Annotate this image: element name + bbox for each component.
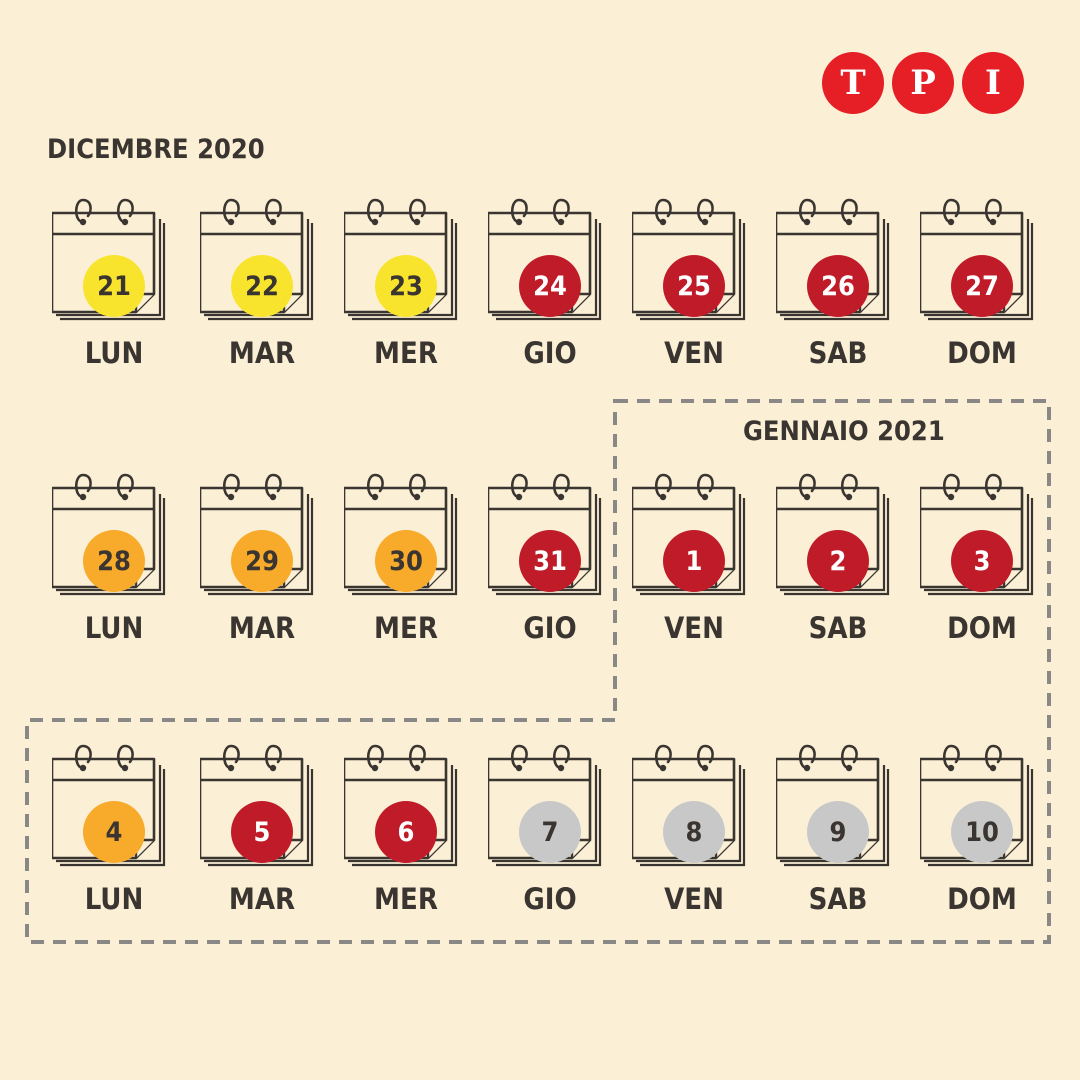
day-number: 2 — [807, 530, 869, 592]
weekday-label: DOM — [947, 882, 1017, 916]
weekday-label: MER — [374, 882, 438, 916]
weekday-label: LUN — [84, 882, 144, 916]
calendar-day: 21 LUN — [52, 196, 176, 386]
weekday-label: SAB — [808, 611, 868, 645]
calendar-day: 29 MAR — [200, 471, 324, 661]
weekday-label: GIO — [523, 882, 577, 916]
weekday-label: GIO — [523, 336, 577, 370]
day-number: 26 — [807, 255, 869, 317]
day-number: 4 — [83, 801, 145, 863]
weekday-label: MAR — [228, 336, 296, 370]
day-number: 1 — [663, 530, 725, 592]
calendar-day: 22 MAR — [200, 196, 324, 386]
weekday-label: VEN — [664, 336, 724, 370]
month-title-december: DICEMBRE 2020 — [47, 134, 265, 165]
calendar-day: 6 MER — [344, 742, 468, 932]
calendar-day: 3 DOM — [920, 471, 1044, 661]
weekday-label: LUN — [84, 336, 144, 370]
day-number: 24 — [519, 255, 581, 317]
logo-letter-i: I — [962, 52, 1024, 114]
calendar-day: 4 LUN — [52, 742, 176, 932]
day-number: 27 — [951, 255, 1013, 317]
day-number: 30 — [375, 530, 437, 592]
weekday-label: MAR — [228, 882, 296, 916]
day-number: 5 — [231, 801, 293, 863]
weekday-label: MAR — [228, 611, 296, 645]
day-number: 25 — [663, 255, 725, 317]
calendar-day: 26 SAB — [776, 196, 900, 386]
day-number: 9 — [807, 801, 869, 863]
calendar-day: 9 SAB — [776, 742, 900, 932]
calendar-day: 5 MAR — [200, 742, 324, 932]
weekday-label: DOM — [947, 611, 1017, 645]
weekday-label: VEN — [664, 611, 724, 645]
day-number: 23 — [375, 255, 437, 317]
weekday-label: MER — [374, 611, 438, 645]
weekday-label: MER — [374, 336, 438, 370]
weekday-label: VEN — [664, 882, 724, 916]
day-number: 21 — [83, 255, 145, 317]
calendar-day: 10 DOM — [920, 742, 1044, 932]
calendar-day: 1 VEN — [632, 471, 756, 661]
calendar-day: 31 GIO — [488, 471, 612, 661]
weekday-label: SAB — [808, 336, 868, 370]
month-title-january: GENNAIO 2021 — [743, 416, 945, 447]
tpi-logo: T P I — [822, 52, 1024, 114]
day-number: 8 — [663, 801, 725, 863]
calendar-day: 24 GIO — [488, 196, 612, 386]
calendar-day: 23 MER — [344, 196, 468, 386]
day-number: 31 — [519, 530, 581, 592]
day-number: 28 — [83, 530, 145, 592]
day-number: 3 — [951, 530, 1013, 592]
logo-letter-t: T — [822, 52, 884, 114]
day-number: 7 — [519, 801, 581, 863]
calendar-day: 27 DOM — [920, 196, 1044, 386]
calendar-day: 7 GIO — [488, 742, 612, 932]
calendar-day: 28 LUN — [52, 471, 176, 661]
weekday-label: DOM — [947, 336, 1017, 370]
day-number: 22 — [231, 255, 293, 317]
calendar-day: 30 MER — [344, 471, 468, 661]
weekday-label: GIO — [523, 611, 577, 645]
weekday-label: SAB — [808, 882, 868, 916]
day-number: 29 — [231, 530, 293, 592]
calendar-day: 25 VEN — [632, 196, 756, 386]
weekday-label: LUN — [84, 611, 144, 645]
day-number: 6 — [375, 801, 437, 863]
logo-letter-p: P — [892, 52, 954, 114]
calendar-day: 8 VEN — [632, 742, 756, 932]
day-number: 10 — [951, 801, 1013, 863]
calendar-day: 2 SAB — [776, 471, 900, 661]
